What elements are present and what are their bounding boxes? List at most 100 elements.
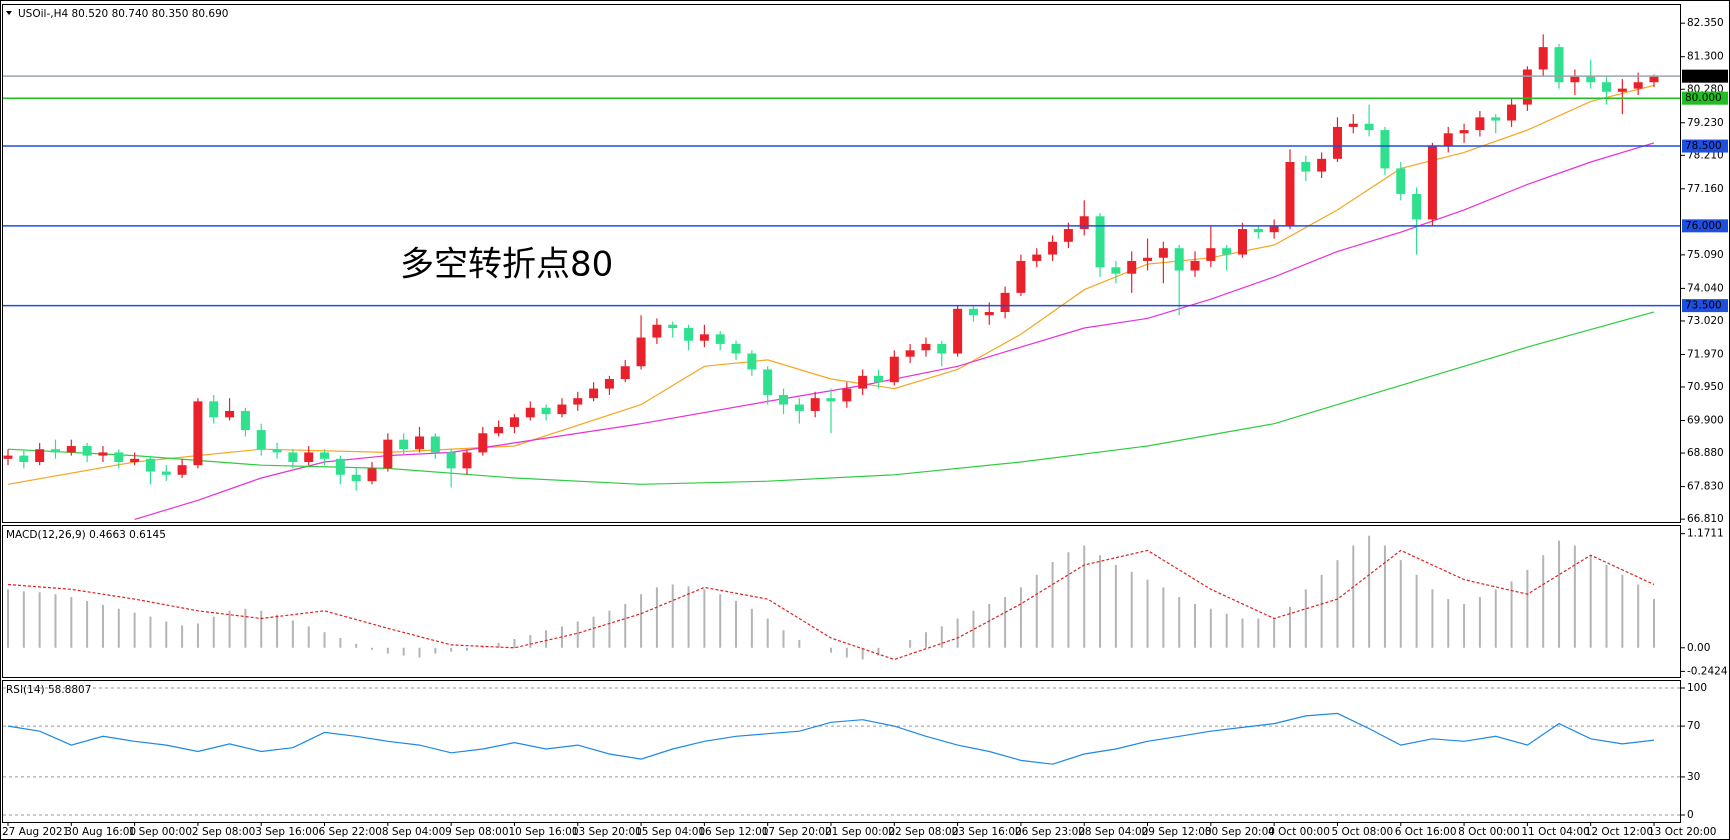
candle-body [256, 430, 266, 450]
candle-body [620, 366, 630, 380]
candle-body [794, 404, 804, 411]
annotation: 多空转折点80 [400, 245, 613, 285]
y-tick-label: 30 [1687, 771, 1700, 783]
y-tick-label: 77.160 [1687, 183, 1724, 195]
y-tick-label: 74.040 [1687, 282, 1724, 294]
candle-body [1522, 69, 1532, 105]
y-tick-label: 70.950 [1687, 381, 1724, 393]
candle-body [889, 356, 899, 383]
candle-body [1602, 82, 1612, 92]
candle-body [1443, 133, 1453, 147]
candle-body [905, 350, 915, 357]
candle-body [35, 449, 45, 463]
candle-body [1649, 76, 1659, 83]
macd-panel [2, 525, 1681, 678]
candle-body [225, 410, 235, 418]
candle-body [1253, 229, 1263, 233]
candle-body [430, 436, 440, 453]
candle-body [1190, 260, 1200, 271]
y-tick-label: 81.300 [1687, 51, 1724, 63]
candle-body [1475, 117, 1485, 131]
candle-body [114, 452, 124, 463]
level-label: 76.000 [1685, 220, 1722, 232]
y-tick-label: 66.810 [1687, 513, 1724, 525]
candle-body [1095, 216, 1105, 268]
candle-body [747, 353, 757, 370]
candle-body [589, 388, 599, 399]
x-tick-label: 6 Oct 16:00 [1395, 826, 1457, 838]
candle-body [984, 312, 994, 316]
x-tick-label: 9 Sep 08:00 [445, 826, 508, 838]
level-label: 73.500 [1685, 300, 1722, 312]
level-label: 80.690 [1685, 70, 1722, 82]
price-title: USOil-,H4 80.520 80.740 80.350 80.690 [18, 8, 228, 20]
candle-body [779, 394, 789, 405]
x-tick-label: 13 Oct 20:00 [1648, 826, 1716, 838]
candle-body [304, 452, 314, 463]
x-tick-label: 8 Sep 04:00 [382, 826, 445, 838]
candle-body [1538, 47, 1548, 70]
candle-body [1063, 229, 1073, 242]
y-tick-label: 67.830 [1687, 481, 1724, 493]
candle-body [145, 458, 155, 472]
candle-body [494, 426, 504, 434]
candle-body [1301, 162, 1311, 172]
candle-body [668, 324, 678, 328]
candle-body [1158, 248, 1168, 258]
candle-body [82, 446, 92, 456]
x-tick-label: 30 Aug 16:00 [65, 826, 136, 838]
x-tick-label: 17 Sep 20:00 [762, 826, 832, 838]
y-tick-label: 68.880 [1687, 447, 1724, 459]
y-tick-label: -0.2424 [1687, 665, 1728, 677]
candle-body [1111, 267, 1121, 274]
candle-body [858, 375, 868, 389]
y-tick-label: 69.900 [1687, 415, 1724, 427]
candle-body [763, 369, 773, 395]
x-tick-label: 8 Oct 00:00 [1458, 826, 1520, 838]
candle-body [1633, 82, 1643, 89]
candle-body [1570, 75, 1580, 83]
candle-body [272, 449, 282, 453]
y-tick-label: 73.020 [1687, 315, 1724, 327]
x-tick-label: 1 Sep 00:00 [129, 826, 192, 838]
x-tick-label: 11 Oct 04:00 [1521, 826, 1589, 838]
candle-body [1285, 162, 1295, 226]
candle-body [130, 458, 140, 463]
candle-body [161, 471, 171, 475]
x-tick-label: 22 Sep 08:00 [888, 826, 958, 838]
candle-body [1016, 260, 1026, 293]
rsi-panel [2, 680, 1681, 823]
level-label-box [1682, 139, 1728, 153]
candle-body [320, 452, 330, 459]
x-tick-label: 28 Sep 04:00 [1078, 826, 1148, 838]
candle-body [604, 379, 614, 389]
candle-body [1238, 229, 1247, 255]
y-tick-label: 70 [1687, 720, 1700, 732]
rsi-title: RSI(14) 58.8807 [6, 684, 91, 696]
candle-body [3, 455, 13, 459]
candle-body [240, 410, 250, 431]
candle-body [715, 334, 725, 344]
candle-body [462, 452, 472, 469]
candle-body [1617, 88, 1627, 92]
candle-body [1586, 75, 1596, 83]
candle-body [1206, 248, 1216, 261]
moving-average [7, 311, 1655, 485]
signal-line [7, 549, 1655, 661]
y-tick-label: 0 [1687, 809, 1694, 821]
candle-body [1000, 292, 1010, 313]
x-tick-label: 6 Sep 22:00 [319, 826, 382, 838]
x-tick-label: 13 Sep 20:00 [572, 826, 642, 838]
candle-body [446, 452, 456, 469]
candle-body [731, 343, 741, 354]
candle-body [209, 401, 219, 418]
y-tick-label: 79.230 [1687, 117, 1724, 129]
title-arrow [6, 11, 12, 15]
y-tick-label: 100 [1687, 682, 1707, 694]
candle-body [367, 468, 377, 482]
candle-body [1317, 158, 1327, 172]
candle-body [937, 343, 947, 354]
candle-body [1396, 168, 1406, 194]
